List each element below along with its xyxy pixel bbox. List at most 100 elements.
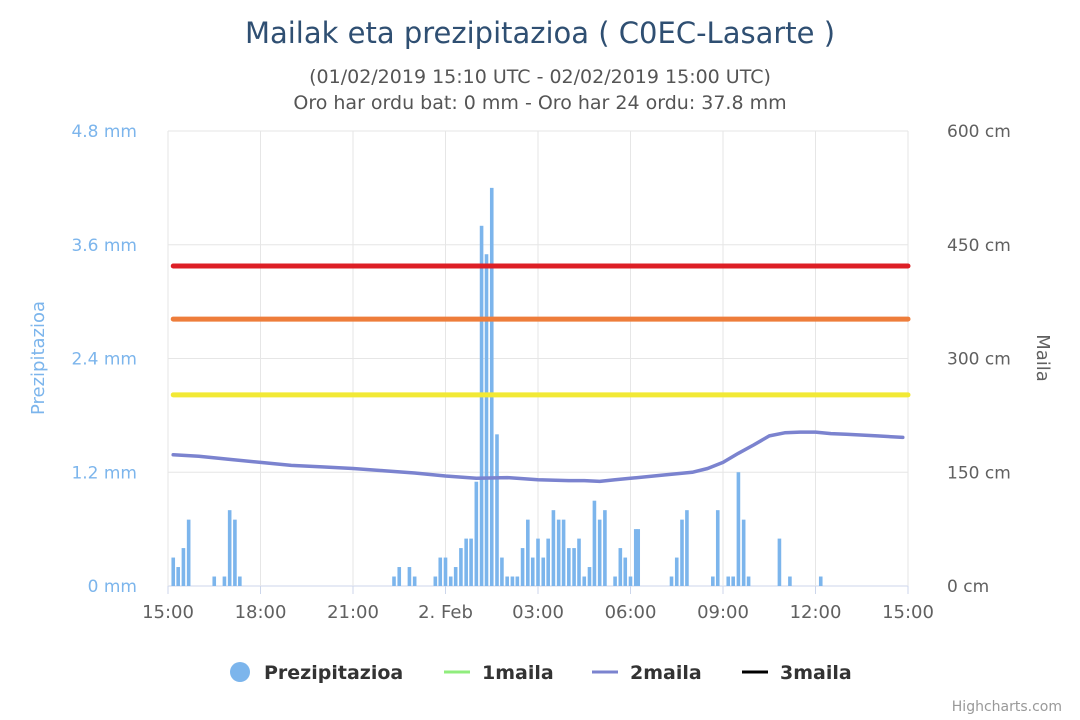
precipitation-bar xyxy=(746,576,751,586)
precipitation-bar xyxy=(479,225,484,586)
water-level-path xyxy=(171,430,905,484)
precipitation-bar xyxy=(505,576,509,586)
precipitation-bar xyxy=(438,557,443,586)
y-axis-left-ticks: 0 mm 1.2 mm 2.4 mm 3.6 mm 4.8 mm xyxy=(71,122,137,597)
precipitation-bar xyxy=(546,538,550,586)
precipitation-bar xyxy=(515,576,520,586)
precipitation-bar xyxy=(541,557,546,586)
precipitation-bar xyxy=(171,557,176,586)
precipitation-bar xyxy=(176,567,180,586)
precipitation-bar xyxy=(556,519,561,586)
precipitation-bar xyxy=(741,519,746,586)
precipitation-bar xyxy=(407,567,412,586)
precipitation-bar xyxy=(484,254,489,586)
x-tick-label: 09:00 xyxy=(697,602,749,623)
x-tick-label: 21:00 xyxy=(327,602,379,623)
y-tick-label-left: 2.4 mm xyxy=(71,350,137,370)
y-axis-right-ticks: 0 cm 150 cm 300 cm 450 cm 600 cm xyxy=(947,122,1011,597)
precipitation-bar xyxy=(536,538,540,586)
x-tick-label: 15:00 xyxy=(882,602,934,623)
precipitation-bar xyxy=(818,576,823,586)
precipitation-bar xyxy=(777,538,782,586)
legend[interactable]: Prezipitazioa 1maila 2maila 3maila xyxy=(230,662,852,684)
precipitation-bar xyxy=(613,576,617,586)
legend-item-label[interactable]: 2maila xyxy=(630,662,702,684)
y-tick-label-right: 450 cm xyxy=(947,236,1011,256)
precipitation-bar xyxy=(636,529,641,586)
precipitation-bar xyxy=(448,576,453,586)
chart-subtitle-line1: (01/02/2019 15:10 UTC - 02/02/2019 15:00… xyxy=(309,66,771,88)
precipitation-bar xyxy=(572,548,576,586)
y-tick-label-left: 3.6 mm xyxy=(71,236,137,256)
y-tick-label-right: 0 cm xyxy=(947,577,989,597)
precipitation-bar xyxy=(181,548,186,586)
precipitation-bar xyxy=(453,567,458,586)
precipitation-bar xyxy=(582,576,587,586)
precipitation-bar xyxy=(227,510,232,586)
x-tick-label: 06:00 xyxy=(605,602,657,623)
y-tick-label-left: 0 mm xyxy=(88,577,137,597)
precipitation-bar xyxy=(551,510,556,586)
y-axis-left-title: Prezipitazioa xyxy=(28,301,49,415)
precipitation-bar xyxy=(474,481,479,586)
grid xyxy=(167,130,909,587)
water-level-line xyxy=(171,430,905,484)
precipitation-bar xyxy=(628,576,633,586)
precipitation-bar xyxy=(603,510,607,586)
x-tick-label: 2. Feb xyxy=(418,602,473,623)
precipitation-bar xyxy=(530,557,535,586)
y-tick-label-left: 4.8 mm xyxy=(71,122,137,142)
legend-item-label[interactable]: 3maila xyxy=(780,662,852,684)
precipitation-bar xyxy=(680,519,684,586)
legend-symbol-circle xyxy=(230,662,250,682)
precipitation-bar xyxy=(222,576,227,586)
precipitation-bars xyxy=(171,187,823,586)
precipitation-bar xyxy=(561,519,566,586)
precipitation-bar xyxy=(520,548,525,586)
precipitation-bar xyxy=(618,548,623,586)
precipitation-bar xyxy=(500,557,504,586)
x-tick-label: 03:00 xyxy=(512,602,564,623)
precipitation-bar xyxy=(731,576,735,586)
precipitation-bar xyxy=(711,576,715,586)
precipitation-bar xyxy=(397,567,402,586)
precipitation-bar xyxy=(464,538,468,586)
precipitation-bar xyxy=(592,500,597,586)
x-tick-label: 15:00 xyxy=(142,602,194,623)
precipitation-bar xyxy=(212,576,217,586)
chart-subtitle-line2: Oro har ordu bat: 0 mm - Oro har 24 ordu… xyxy=(293,92,786,114)
precipitation-bar xyxy=(443,557,448,586)
precipitation-bar xyxy=(433,576,438,586)
y-tick-label-left: 1.2 mm xyxy=(71,463,137,483)
y-tick-label-right: 150 cm xyxy=(947,463,1011,483)
precipitation-bar xyxy=(567,548,571,586)
legend-item-label[interactable]: 1maila xyxy=(482,662,554,684)
precipitation-bar xyxy=(736,472,741,586)
precipitation-bar xyxy=(233,519,237,586)
credits-link[interactable]: Highcharts.com xyxy=(952,699,1062,715)
precipitation-bar xyxy=(577,538,581,586)
precipitation-bar xyxy=(788,576,792,586)
precipitation-bar xyxy=(669,576,674,586)
y-tick-label-right: 300 cm xyxy=(947,350,1011,370)
x-tick-label: 12:00 xyxy=(790,602,842,623)
precipitation-bar xyxy=(726,576,731,586)
precipitation-bar xyxy=(623,557,628,586)
threshold-lines xyxy=(170,263,911,398)
precipitation-bar xyxy=(186,519,191,586)
x-tick-label: 18:00 xyxy=(235,602,287,623)
precipitation-bar xyxy=(392,576,396,586)
precipitation-bar xyxy=(469,538,473,586)
precipitation-bar xyxy=(510,576,515,586)
precipitation-bar xyxy=(597,519,602,586)
precipitation-bar xyxy=(587,567,592,586)
legend-item-label[interactable]: Prezipitazioa xyxy=(264,662,403,684)
precipitation-bar xyxy=(489,187,494,586)
precipitation-bar xyxy=(412,576,417,586)
precipitation-bar xyxy=(459,548,463,586)
precipitation-bar xyxy=(685,510,689,586)
precipitation-bar xyxy=(633,529,638,586)
x-axis-ticks: 15:00 18:00 21:00 2. Feb 03:00 06:00 09:00 12:0… xyxy=(142,586,934,623)
precipitation-bar xyxy=(674,557,679,586)
